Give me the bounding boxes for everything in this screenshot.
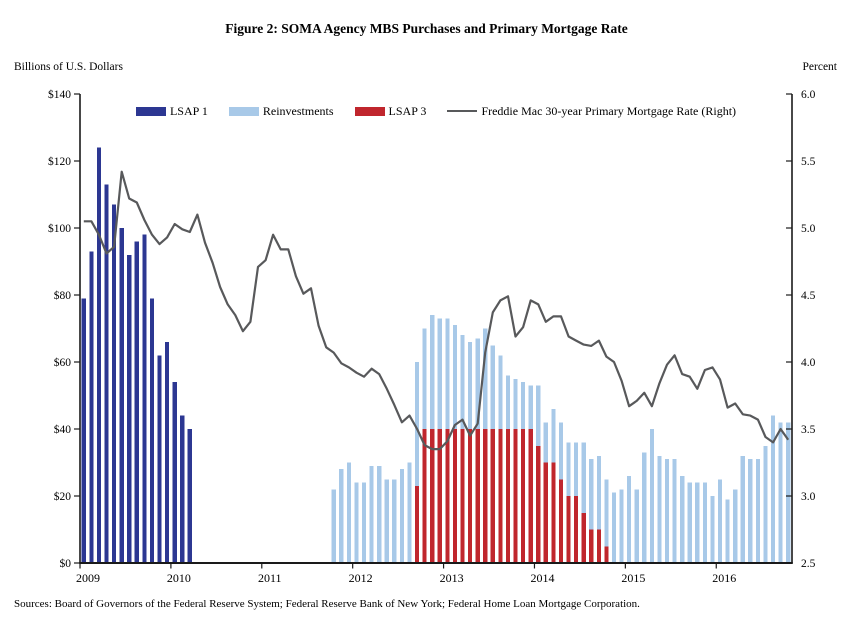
svg-text:$40: $40 <box>54 423 72 436</box>
svg-text:2016: 2016 <box>712 571 736 585</box>
svg-text:$100: $100 <box>48 222 71 235</box>
svg-text:$0: $0 <box>60 557 72 570</box>
lsap1-swatch-icon <box>135 106 166 116</box>
svg-text:$60: $60 <box>54 356 72 369</box>
svg-text:2.5: 2.5 <box>801 558 816 570</box>
svg-text:4.5: 4.5 <box>801 290 816 302</box>
svg-text:2010: 2010 <box>167 571 191 585</box>
svg-text:2009: 2009 <box>76 571 100 585</box>
legend-label-reinvestments: Reinvestments <box>262 103 334 118</box>
lsap3-swatch-icon <box>354 106 385 116</box>
legend-item-lsap1: LSAP 1 <box>135 103 208 119</box>
svg-text:2012: 2012 <box>349 571 373 585</box>
svg-text:2014: 2014 <box>530 571 554 585</box>
svg-text:$20: $20 <box>54 490 72 503</box>
svg-text:5.5: 5.5 <box>801 156 816 168</box>
legend-label-lsap1: LSAP 1 <box>169 103 208 118</box>
svg-text:$80: $80 <box>54 289 72 302</box>
svg-text:4.0: 4.0 <box>801 357 816 369</box>
legend-item-mortgage-rate: Freddie Mac 30-year Primary Mortgage Rat… <box>447 104 736 119</box>
legend-label-lsap3: LSAP 3 <box>388 103 427 118</box>
svg-text:$140: $140 <box>48 88 71 101</box>
source-note: Sources: Board of Governors of the Feder… <box>14 598 640 610</box>
svg-text:5.0: 5.0 <box>801 223 816 235</box>
svg-text:2015: 2015 <box>621 571 645 585</box>
svg-text:6.0: 6.0 <box>801 89 816 101</box>
reinvestments-swatch-icon <box>228 106 259 116</box>
right-axis-unit-label: Percent <box>802 61 837 73</box>
legend-item-reinvestments: Reinvestments <box>228 103 334 119</box>
svg-text:2011: 2011 <box>258 571 282 585</box>
mortgage-rate-line-swatch-icon <box>447 109 478 113</box>
chart-legend: LSAP 1 Reinvestments LSAP 3 Freddie Mac … <box>80 103 792 119</box>
svg-text:$120: $120 <box>48 155 71 168</box>
legend-label-mortgage-rate: Freddie Mac 30-year Primary Mortgage Rat… <box>481 103 737 118</box>
svg-text:3.5: 3.5 <box>801 424 816 436</box>
legend-item-lsap3: LSAP 3 <box>354 103 427 119</box>
svg-text:2013: 2013 <box>440 571 464 585</box>
svg-text:3.0: 3.0 <box>801 491 816 503</box>
chart-title: Figure 2: SOMA Agency MBS Purchases and … <box>225 21 628 36</box>
left-axis-unit-label: Billions of U.S. Dollars <box>14 61 123 73</box>
